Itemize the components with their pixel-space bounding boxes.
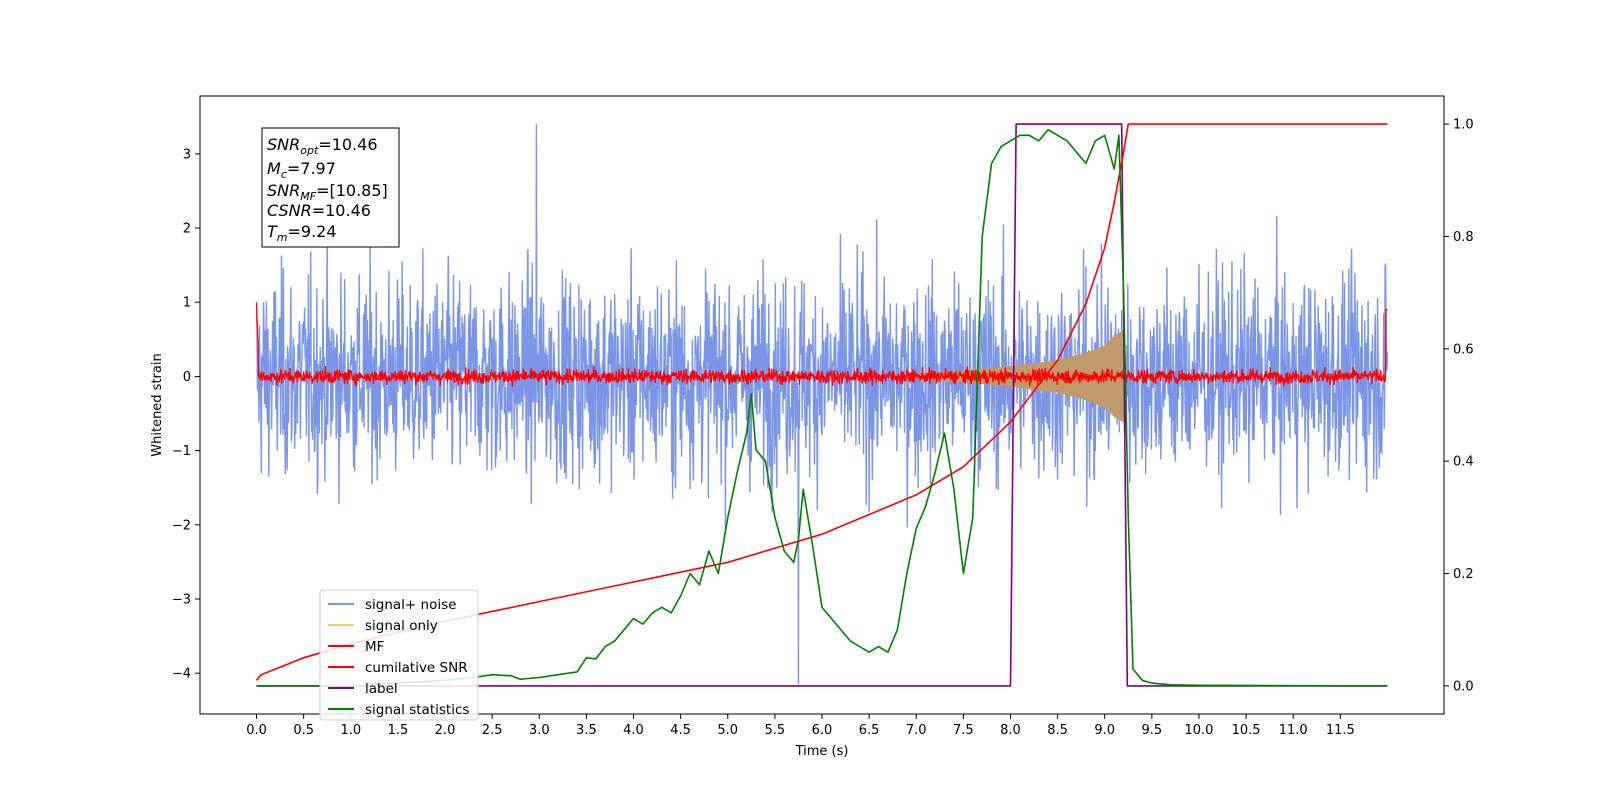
legend-entry: signal statistics bbox=[365, 702, 469, 718]
x-tick-label: 9.0 bbox=[1094, 723, 1115, 738]
y-left-tick-label: 0 bbox=[183, 370, 191, 385]
stats-snr-opt: SNRopt=10.46 bbox=[267, 135, 378, 157]
series-label bbox=[256, 123, 1388, 687]
legend-entry: signal+ noise bbox=[365, 597, 456, 613]
stats-tm: Tm=9.24 bbox=[267, 222, 337, 244]
series-signal-noise bbox=[255, 124, 1389, 685]
x-tick-label: 3.5 bbox=[576, 723, 597, 738]
y-right-tick-label: 0.4 bbox=[1453, 455, 1474, 470]
stats-box-frame bbox=[261, 127, 400, 248]
y-left-tick-label: −3 bbox=[172, 593, 191, 608]
legend: signal+ noise signal only MF cumilative SNR… bbox=[319, 589, 479, 721]
x-tick-label: 7.0 bbox=[906, 723, 927, 738]
x-tick-label: 0.0 bbox=[246, 723, 267, 738]
x-tick-label: 3.0 bbox=[529, 723, 550, 738]
y-right-tick-label: 0.2 bbox=[1453, 567, 1474, 582]
x-tick-label: 7.5 bbox=[953, 723, 974, 738]
legend-frame bbox=[319, 589, 479, 721]
y-left-tick-label: 2 bbox=[183, 222, 191, 237]
stats-mc: Mc=7.97 bbox=[267, 159, 336, 181]
stats-csnr: CSNR=10.46 bbox=[267, 201, 371, 220]
series-signal-statistics bbox=[256, 128, 1388, 687]
stats-snr-mf: SNRMF=[10.85] bbox=[267, 181, 388, 203]
x-tick-label: 11.0 bbox=[1279, 723, 1308, 738]
plot-area bbox=[255, 123, 1389, 687]
legend-entry: signal only bbox=[365, 618, 438, 634]
y-left-tick-label: −2 bbox=[172, 518, 191, 533]
x-tick-label: 6.0 bbox=[812, 723, 833, 738]
x-tick-label: 8.0 bbox=[1000, 723, 1021, 738]
x-tick-label: 4.0 bbox=[623, 723, 644, 738]
y-right-tick-label: 1.0 bbox=[1453, 118, 1474, 133]
stats-box: SNRopt=10.46 Mc=7.97 SNRMF=[10.85] CSNR=… bbox=[261, 127, 400, 248]
y-axis-left: 3 2 1 0 −1 −2 −3 −4 bbox=[172, 147, 200, 682]
x-tick-label: 2.5 bbox=[482, 723, 503, 738]
y-right-tick-label: 0.6 bbox=[1453, 342, 1474, 357]
x-tick-label: 9.5 bbox=[1142, 723, 1163, 738]
y-right-tick-label: 0.8 bbox=[1453, 230, 1474, 245]
y-axis-label: Whitened strain bbox=[150, 353, 165, 456]
x-tick-label: 1.5 bbox=[388, 723, 409, 738]
y-left-tick-label: −1 bbox=[172, 444, 191, 459]
legend-entry: cumilative SNR bbox=[365, 660, 468, 676]
x-tick-label: 10.0 bbox=[1184, 723, 1213, 738]
legend-entry: label bbox=[365, 681, 398, 697]
x-tick-label: 1.0 bbox=[340, 723, 361, 738]
y-axis-right: 1.0 0.8 0.6 0.4 0.2 0.0 bbox=[1444, 118, 1474, 694]
x-tick-label: 11.5 bbox=[1326, 723, 1355, 738]
y-left-tick-label: −4 bbox=[172, 667, 191, 682]
series-mf bbox=[255, 302, 1388, 387]
y-left-tick-label: 1 bbox=[183, 296, 191, 311]
x-tick-label: 2.0 bbox=[435, 723, 456, 738]
x-axis-label: Time (s) bbox=[795, 744, 849, 759]
x-tick-label: 10.5 bbox=[1232, 723, 1261, 738]
y-right-tick-label: 0.0 bbox=[1453, 679, 1474, 694]
y-left-tick-label: 3 bbox=[183, 147, 191, 162]
x-tick-label: 4.5 bbox=[670, 723, 691, 738]
x-tick-label: 5.0 bbox=[717, 723, 738, 738]
legend-entry: MF bbox=[365, 639, 384, 655]
x-tick-label: 0.5 bbox=[293, 723, 314, 738]
x-tick-label: 8.5 bbox=[1047, 723, 1068, 738]
x-tick-label: 6.5 bbox=[859, 723, 880, 738]
x-tick-label: 5.5 bbox=[765, 723, 786, 738]
x-axis: 0.0 0.5 1.0 1.5 2.0 2.5 3.0 3.5 4.0 4.5 5.0 5.5 6.0 6… bbox=[246, 714, 1355, 738]
